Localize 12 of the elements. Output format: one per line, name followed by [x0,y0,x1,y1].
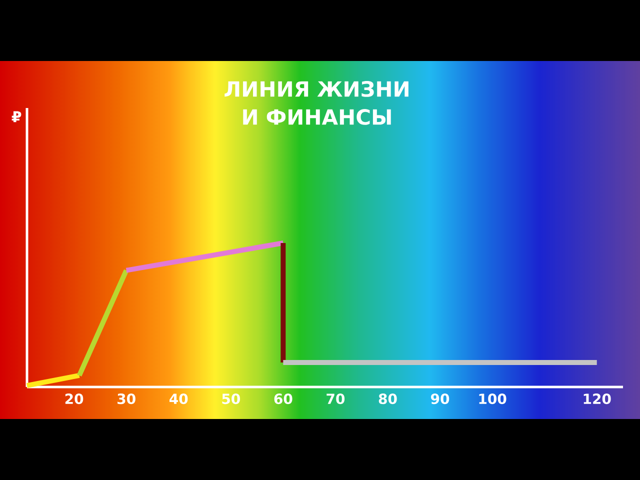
x-tick-label: 40 [170,394,188,404]
x-tick-label: 30 [118,394,136,404]
text: ₽ [12,111,22,122]
x-tick-label: 60 [274,394,292,404]
x-tick-label: 50 [222,394,240,404]
x-tick-label: 20 [65,394,84,404]
x-tick-label: 100 [479,394,506,404]
x-tick-label: 80 [378,394,397,404]
chart-title: ЛИНИЯ ЖИЗНИ И ФИНАНСЫ [224,81,408,125]
x-tick-label: 120 [584,394,611,404]
x-tick-label: 90 [431,394,450,404]
x-tick-label: 70 [326,394,345,404]
